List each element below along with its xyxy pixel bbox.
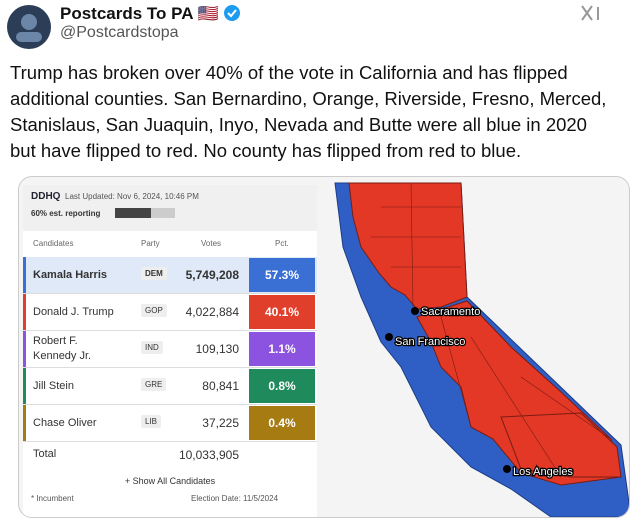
text-line: but have flipped to red. No county has f… — [10, 140, 522, 161]
total-label: Total — [33, 448, 57, 460]
pct: 0.4% — [249, 406, 315, 440]
south-red — [500, 412, 622, 478]
row-accent — [23, 257, 26, 293]
reporting: 60% est. reporting — [31, 209, 101, 218]
votes: 80,841 — [202, 379, 239, 393]
north-red — [348, 182, 468, 310]
candidate-name: Donald J. Trump — [33, 305, 114, 318]
total-votes: 10,033,905 — [178, 448, 239, 462]
pct: 0.8% — [249, 369, 315, 403]
column-header: Candidates — [33, 239, 74, 248]
city-label: San Francisco — [395, 336, 465, 348]
row-accent — [23, 405, 26, 441]
candidate-name: Jill Stein — [33, 379, 74, 392]
row-accent — [23, 331, 26, 367]
city-label: Los Angeles — [513, 466, 573, 478]
votes: 4,022,884 — [185, 305, 239, 319]
flag: 🇺🇸 — [197, 4, 219, 23]
candidate-row: Chase Oliver LIB 37,225 0.4% — [23, 405, 317, 442]
author-name[interactable]: Postcards To PA 🇺🇸 — [60, 4, 240, 24]
pct: 40.1% — [249, 295, 315, 329]
text-line: Stanislaus, San Juaquin, Inyo, Nevada an… — [10, 114, 587, 135]
candidate-row: Donald J. Trump GOP 4,022,884 40.1% — [23, 294, 317, 331]
candidate-row: Kamala Harris DEM 5,749,208 57.3% — [23, 257, 317, 294]
party: GOP — [141, 304, 167, 317]
county-map: Sacramento San Francisco Los Angeles — [334, 182, 629, 517]
votes: 5,749,208 — [185, 268, 239, 282]
election-date: Election Date: 11/5/2024 — [191, 494, 279, 503]
media-card[interactable]: DDHQ Last Updated: Nov 6, 2024, 10:46 PM… — [18, 176, 630, 518]
updated: Last Updated: Nov 6, 2024, 10:46 PM — [65, 192, 199, 201]
logo: DDHQ — [31, 191, 61, 202]
row-accent — [23, 368, 26, 404]
tweet-text: Trump has broken over 40% of the vote in… — [10, 60, 606, 164]
candidate-row: Jill Stein GRE 80,841 0.8% — [23, 368, 317, 405]
candidate-row: Robert F. Kennedy Jr. IND 109,130 1.1% — [23, 331, 317, 368]
results-table: DDHQ Last Updated: Nov 6, 2024, 10:46 PM… — [23, 185, 317, 517]
candidate-name: Chase Oliver — [33, 416, 97, 429]
candidate-name: Robert F. Kennedy Jr. — [33, 335, 92, 362]
avatar[interactable] — [6, 4, 52, 50]
pct: 1.1% — [249, 332, 315, 366]
party: GRE — [141, 378, 167, 391]
handle[interactable]: @Postcardstopa — [60, 24, 179, 41]
row-accent — [23, 294, 26, 330]
party: LIB — [141, 415, 162, 428]
name: Postcards To PA — [60, 4, 193, 23]
reporting-bar — [115, 208, 175, 218]
column-header: Pct. — [275, 239, 289, 248]
incumbent-note: * Incumbent — [31, 494, 74, 503]
city-label: Sacramento — [421, 306, 480, 318]
pct: 57.3% — [249, 258, 315, 292]
column-header: Party — [141, 239, 160, 248]
text-line: Trump has broken over 40% of the vote in… — [10, 62, 568, 83]
votes: 109,130 — [195, 342, 239, 356]
bar-fill — [115, 208, 151, 218]
column-header: Votes — [201, 239, 222, 248]
watermark — [581, 5, 599, 21]
party: IND — [141, 341, 163, 354]
county-lines — [371, 182, 612, 478]
verified-badge — [223, 5, 240, 21]
votes: 37,225 — [202, 416, 239, 430]
text-line: additional counties. San Bernardino, Ora… — [10, 88, 607, 109]
show-all[interactable]: + Show All Candidates — [124, 476, 216, 486]
party: DEM — [141, 267, 167, 280]
candidate-name: Kamala Harris — [33, 268, 107, 281]
